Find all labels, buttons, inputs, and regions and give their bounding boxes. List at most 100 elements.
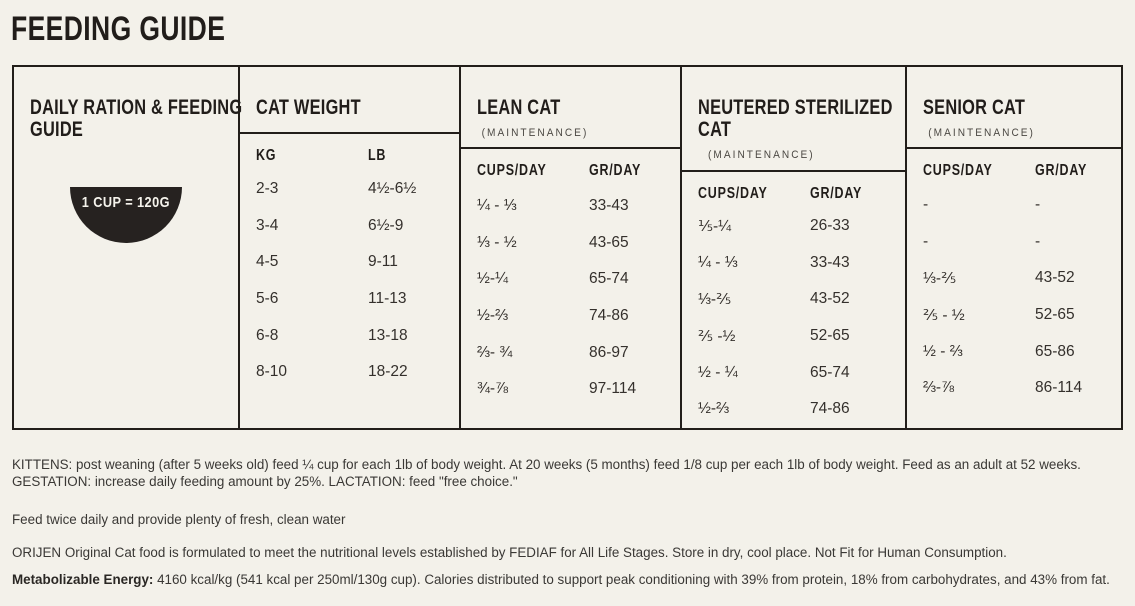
grams-value: 43-52 bbox=[810, 290, 850, 308]
gr-day-header: GR/DAY bbox=[589, 162, 674, 180]
gr-day-header: GR/DAY bbox=[1035, 162, 1115, 180]
grams-value: 65-74 bbox=[589, 270, 629, 288]
lb-value: 18-22 bbox=[368, 363, 408, 381]
metabolizable-energy-text: 4160 kcal/kg (541 kcal per 250ml/130g cu… bbox=[153, 572, 1110, 587]
grams-value: 86-114 bbox=[1035, 379, 1083, 397]
cups-value: ½-⅔ bbox=[477, 307, 509, 325]
header-divider bbox=[461, 147, 680, 149]
column-weight-title: CAT WEIGHT bbox=[256, 97, 390, 119]
lean-rows: ¼ - ⅓ 33-43 ⅓ - ½ 43-65 ½-¼ 65-74 ½-⅔ 74-86 … bbox=[477, 188, 674, 408]
column-senior-title: SENIOR CAT (MAINTENANCE) bbox=[923, 97, 1054, 144]
page-title-text: FEEDING GUIDE bbox=[11, 10, 226, 48]
gr-day-header-text: GR/DAY bbox=[1035, 162, 1088, 179]
table-row: 4-5 9-11 bbox=[256, 244, 453, 281]
gr-day-header-text: GR/DAY bbox=[589, 162, 642, 179]
cups-day-header-text: CUPS/DAY bbox=[923, 162, 993, 179]
grams-value: 65-74 bbox=[810, 363, 850, 381]
column-lean-title-text: LEAN CAT bbox=[477, 96, 561, 119]
cups-value: ½-¼ bbox=[477, 270, 509, 288]
page-title: FEEDING GUIDE bbox=[11, 12, 286, 46]
table-row: ⅖ - ½ 52-65 bbox=[923, 297, 1115, 334]
kg-value: 8-10 bbox=[256, 363, 288, 381]
grams-value: 26-33 bbox=[810, 217, 850, 235]
lb-value: 11-13 bbox=[368, 290, 407, 308]
feed-twice-note: Feed twice daily and provide plenty of f… bbox=[12, 512, 346, 527]
metabolizable-energy-label: Metabolizable Energy: bbox=[12, 572, 154, 587]
lb-value: 4½-6½ bbox=[368, 180, 417, 198]
grams-value: 65-86 bbox=[1035, 342, 1075, 360]
kg-value: 4-5 bbox=[256, 253, 279, 271]
gr-day-header-text: GR/DAY bbox=[810, 185, 863, 202]
senior-subheaders: CUPS/DAY GR/DAY bbox=[923, 162, 1115, 180]
table-row: ¼ - ⅓ 33-43 bbox=[698, 245, 899, 282]
kg-value: 6-8 bbox=[256, 326, 279, 344]
table-row: 2-3 4½-6½ bbox=[256, 171, 453, 208]
column-senior-title-text: SENIOR CAT bbox=[923, 96, 1026, 119]
column-cat-weight: CAT WEIGHT KG LB 2-3 4½-6½ 3-4 6½-9 4-5 9-1… bbox=[238, 67, 459, 428]
table-row: 6-8 13-18 bbox=[256, 317, 453, 354]
column-daily-ration: DAILY RATION & FEEDING GUIDE 1 CUP = 120… bbox=[14, 67, 242, 428]
table-row: ⅓ - ½ 43-65 bbox=[477, 225, 674, 262]
table-row: ⅖ -½ 52-65 bbox=[698, 318, 899, 355]
footer-notes: KITTENS: post weaning (after 5 weeks old… bbox=[12, 456, 1125, 606]
weight-rows: 2-3 4½-6½ 3-4 6½-9 4-5 9-11 5-6 11-13 6-8 13-… bbox=[256, 171, 453, 391]
kg-value: 2-3 bbox=[256, 180, 279, 198]
column-neutered-cat: NEUTERED STERILIZED CAT (MAINTENANCE) CUP… bbox=[680, 67, 905, 428]
lb-header-text: LB bbox=[368, 147, 387, 164]
kg-header: KG bbox=[256, 147, 368, 165]
table-row: ⅓-⅖ 43-52 bbox=[698, 281, 899, 318]
grams-value: 74-86 bbox=[810, 400, 850, 418]
grams-value: 43-52 bbox=[1035, 269, 1075, 287]
table-row: 5-6 11-13 bbox=[256, 281, 453, 318]
cup-equals-120g-badge: 1 CUP = 120G bbox=[70, 187, 182, 243]
fediaf-note: ORIJEN Original Cat food is formulated t… bbox=[12, 544, 1125, 561]
table-row: ⅕-¼ 26-33 bbox=[698, 208, 899, 245]
cups-value: ¼ - ⅓ bbox=[477, 197, 517, 215]
table-row: ½-⅔ 74-86 bbox=[477, 298, 674, 335]
cups-value: ⅔-⅞ bbox=[923, 379, 955, 397]
cup-badge-label: 1 CUP = 120G bbox=[81, 194, 171, 211]
feeding-table: DAILY RATION & FEEDING GUIDE 1 CUP = 120… bbox=[12, 65, 1123, 430]
table-row: ½ - ¼ 65-74 bbox=[698, 354, 899, 391]
header-divider bbox=[682, 170, 905, 172]
cups-value: - bbox=[923, 232, 929, 250]
column-lean-cat: LEAN CAT (MAINTENANCE) CUPS/DAY GR/DAY ¼ … bbox=[459, 67, 680, 428]
table-row: ½-⅔ 74-86 bbox=[698, 391, 899, 428]
cups-value: ½ - ¼ bbox=[698, 363, 738, 381]
column-senior-subtitle: (MAINTENANCE) bbox=[928, 127, 1035, 139]
cups-value: ⅖ - ½ bbox=[923, 306, 965, 324]
column-weight-title-text: CAT WEIGHT bbox=[256, 96, 361, 119]
cups-value: ⅓ - ½ bbox=[477, 233, 517, 251]
grams-value: 86-97 bbox=[589, 343, 629, 361]
column-senior-cat: SENIOR CAT (MAINTENANCE) CUPS/DAY GR/DAY … bbox=[905, 67, 1121, 428]
cups-value: - bbox=[923, 196, 929, 214]
kittens-gestation-note: KITTENS: post weaning (after 5 weeks old… bbox=[12, 457, 1081, 489]
cups-day-header-text: CUPS/DAY bbox=[477, 162, 547, 179]
lb-value: 9-11 bbox=[368, 253, 398, 271]
column-lean-subtitle: (MAINTENANCE) bbox=[481, 127, 589, 139]
cups-value: ⅓-⅖ bbox=[923, 269, 957, 287]
cups-day-header-text: CUPS/DAY bbox=[698, 185, 768, 202]
cups-value: ½ - ⅔ bbox=[923, 342, 963, 360]
grams-value: 74-86 bbox=[589, 307, 629, 325]
neutered-subheaders: CUPS/DAY GR/DAY bbox=[698, 185, 899, 203]
header-divider bbox=[240, 132, 459, 134]
cups-value: ⅕-¼ bbox=[698, 217, 732, 235]
grams-value: 97-114 bbox=[589, 380, 637, 398]
lb-header: LB bbox=[368, 147, 453, 165]
column-neutered-title-text: NEUTERED STERILIZED CAT bbox=[698, 96, 893, 141]
cups-value: ⅖ -½ bbox=[698, 327, 736, 345]
kg-value: 3-4 bbox=[256, 216, 279, 234]
kg-header-text: KG bbox=[256, 147, 277, 164]
table-row: ⅔-⅞ 86-114 bbox=[923, 370, 1115, 407]
table-row: ½ - ⅔ 65-86 bbox=[923, 333, 1115, 370]
table-row: ⅓-⅖ 43-52 bbox=[923, 260, 1115, 297]
table-row: -- bbox=[923, 224, 1115, 261]
column-neutered-subtitle: (MAINTENANCE) bbox=[707, 149, 815, 161]
grams-value: 52-65 bbox=[1035, 306, 1075, 324]
cups-day-header: CUPS/DAY bbox=[477, 162, 589, 180]
cups-day-header: CUPS/DAY bbox=[698, 185, 810, 203]
cups-value: ⅔- ¾ bbox=[477, 343, 513, 361]
column-daily-title: DAILY RATION & FEEDING GUIDE bbox=[30, 97, 302, 141]
